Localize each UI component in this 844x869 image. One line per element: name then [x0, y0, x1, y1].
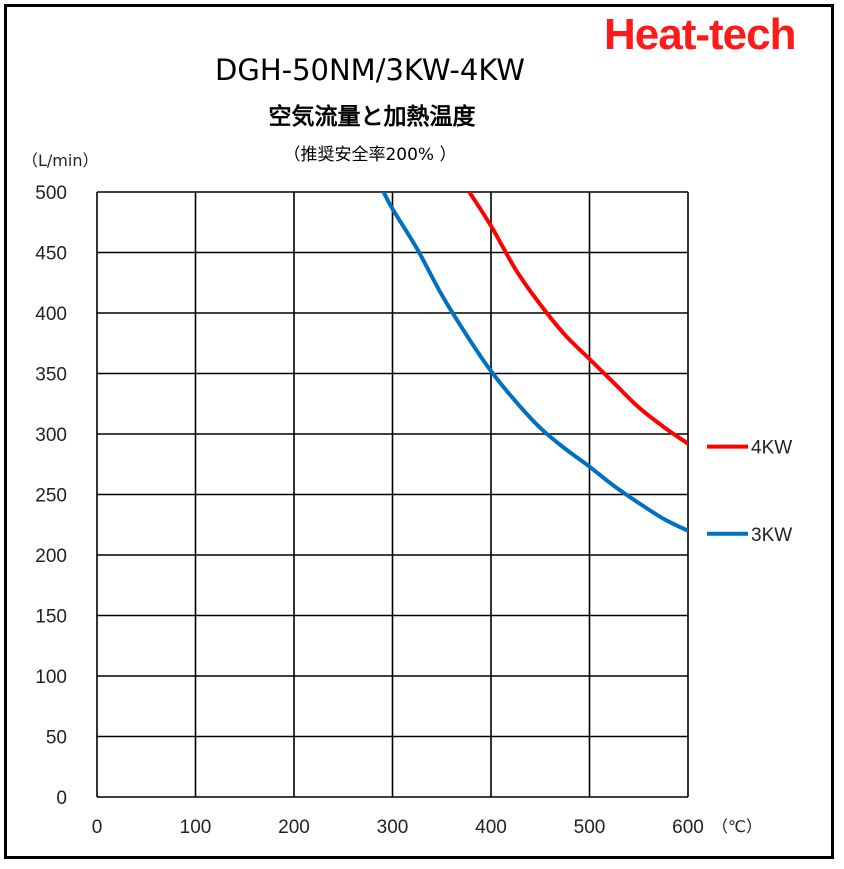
- y-tick-label: 450: [35, 244, 67, 265]
- y-tick-label: 150: [35, 607, 67, 628]
- x-tick-label: 300: [377, 817, 409, 838]
- y-tick-label: 500: [35, 183, 67, 204]
- heat-tech-logo: Heat-tech: [604, 10, 797, 59]
- series-line-3kw: [381, 192, 688, 533]
- x-tick-label: 100: [180, 817, 212, 838]
- series-lines: [381, 192, 688, 533]
- tick-labels: 0 50 100 150 200 250 300 350 400 450 500 0 100 200 300…: [35, 183, 704, 838]
- y-tick-label: 300: [35, 425, 67, 446]
- grid: [96, 191, 689, 798]
- y-tick-label: 350: [35, 365, 67, 386]
- chart-note: （推奨安全率200% ）: [283, 145, 456, 165]
- y-tick-label: 200: [35, 546, 67, 567]
- x-tick-label: 600: [672, 817, 704, 838]
- x-tick-label: 200: [278, 817, 310, 838]
- chart-title: DGH-50NM/3KW-4KW: [215, 53, 525, 87]
- x-tick-label: 500: [574, 817, 606, 838]
- y-tick-label: 250: [35, 486, 67, 507]
- chart-subtitle: 空気流量と加熱温度: [269, 103, 477, 130]
- x-tick-label: 0: [92, 817, 103, 838]
- y-tick-label: 0: [56, 788, 67, 809]
- legend-label-3kw: 3KW: [751, 525, 792, 546]
- legend: 4KW 3KW: [707, 438, 792, 546]
- series-line-4kw: [467, 192, 688, 446]
- y-tick-label: 400: [35, 304, 67, 325]
- y-tick-label: 50: [46, 728, 67, 749]
- x-tick-label: 400: [475, 817, 507, 838]
- y-tick-label: 100: [35, 667, 67, 688]
- chart-frame: [4, 4, 834, 859]
- y-axis-unit: （L/min）: [22, 151, 98, 170]
- x-axis-unit: （℃）: [712, 817, 762, 836]
- legend-label-4kw: 4KW: [751, 438, 792, 459]
